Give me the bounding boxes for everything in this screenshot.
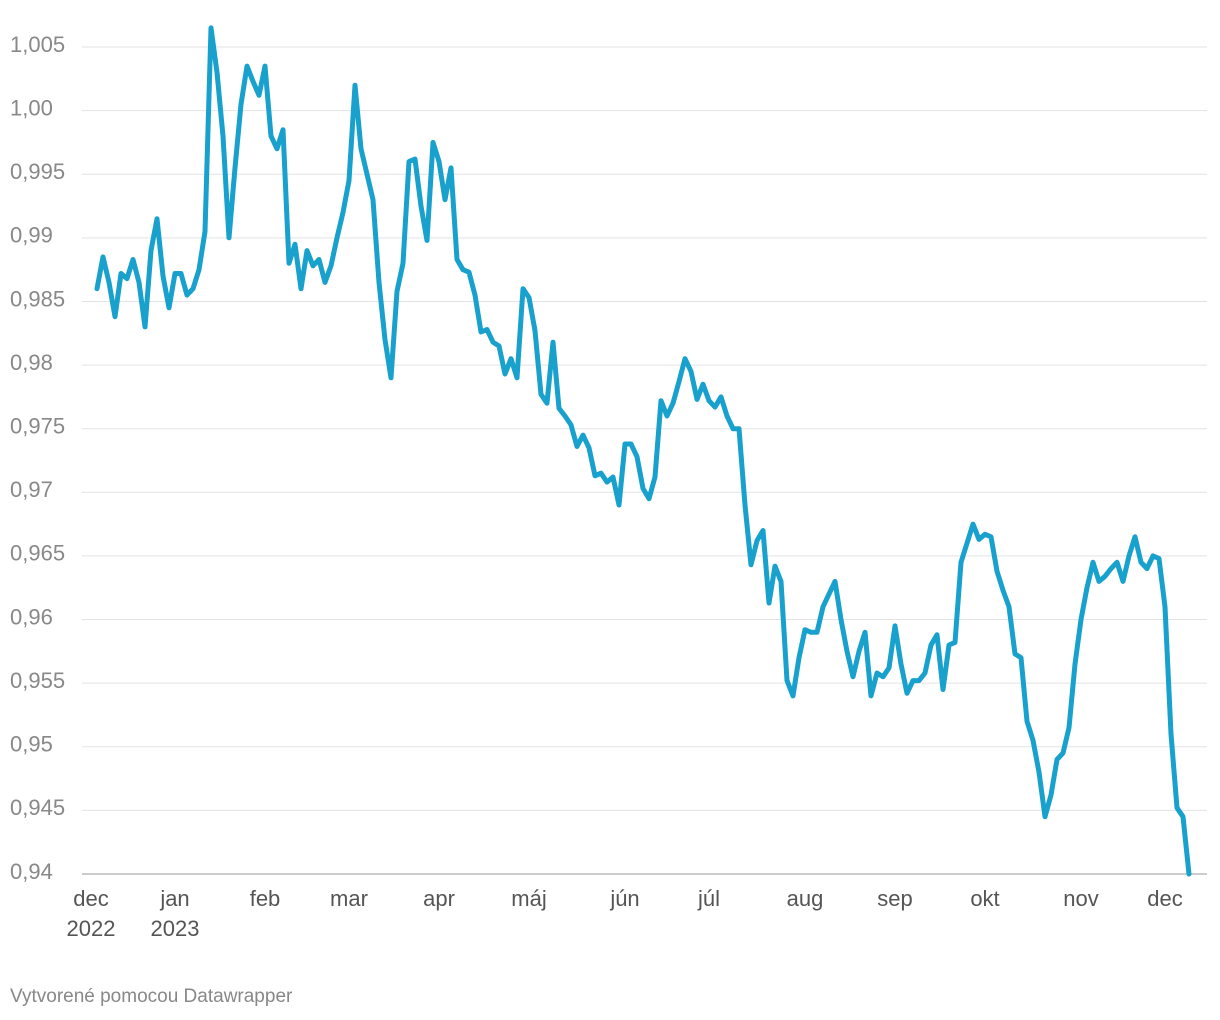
y-tick-label: 0,975 xyxy=(10,414,65,439)
y-tick-label: 0,985 xyxy=(10,286,65,311)
y-tick-label: 0,98 xyxy=(10,350,53,375)
x-tick-label: jún xyxy=(609,886,639,911)
x-tick-label: dec 2022 xyxy=(67,886,116,941)
x-tick-label: okt xyxy=(970,886,999,911)
x-tick-label: mar xyxy=(330,886,368,911)
x-tick-label: nov xyxy=(1063,886,1098,911)
y-tick-label: 0,965 xyxy=(10,541,65,566)
x-tick-label: aug xyxy=(787,886,824,911)
y-tick-label: 0,995 xyxy=(10,159,65,184)
y-tick-label: 0,94 xyxy=(10,859,53,884)
y-tick-label: 0,945 xyxy=(10,795,65,820)
y-tick-label: 1,005 xyxy=(10,32,65,57)
x-tick-label: jan 2023 xyxy=(151,886,200,941)
line xyxy=(94,25,1192,877)
x-tick-label: sep xyxy=(877,886,912,911)
x-tick-label: feb xyxy=(250,886,281,911)
x-tick-label: dec xyxy=(1147,886,1182,911)
y-tick-label: 1,00 xyxy=(10,95,53,120)
x-tick-label: máj xyxy=(511,886,546,911)
footer: Vytvorené pomocou Datawrapper xyxy=(10,986,293,1007)
y-tick-label: 0,97 xyxy=(10,477,53,502)
y-tick-label: 0,99 xyxy=(10,223,53,248)
y-tick-label: 0,95 xyxy=(10,732,53,757)
x-tick-label: júl xyxy=(697,886,720,911)
y-tick-label: 0,96 xyxy=(10,604,53,629)
x-tick-label: apr xyxy=(423,886,455,911)
y-tick-label: 0,955 xyxy=(10,668,65,693)
